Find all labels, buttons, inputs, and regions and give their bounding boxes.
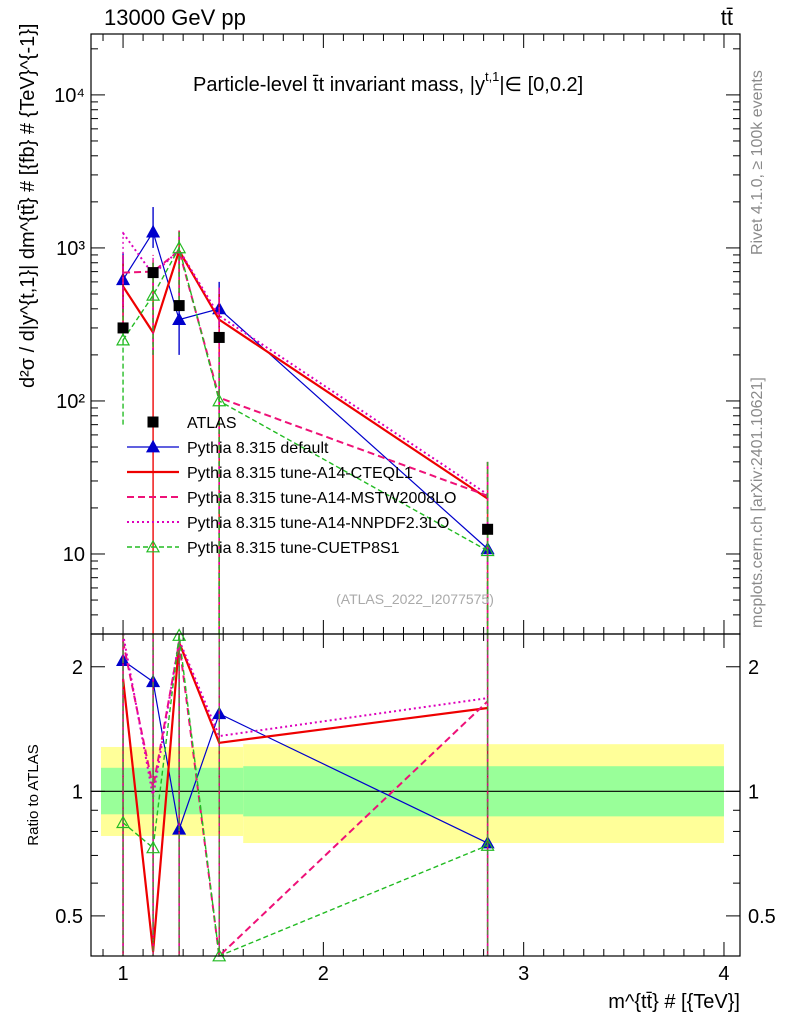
header-energy: 13000 GeV pp [104, 5, 246, 30]
series-4-ratio-point [480, 838, 495, 851]
main-ytick-label: 10³ [56, 238, 85, 260]
legend-label: Pythia 8.315 default [187, 440, 329, 457]
legend-label: Pythia 8.315 tune-A14-NNPDF2.3LO [187, 515, 449, 532]
series-4-point [116, 332, 131, 346]
main-ytick-label: 10⁴ [54, 85, 85, 107]
main-data-points [117, 267, 494, 535]
ratio-ytick-label-left: 1 [72, 781, 83, 803]
series-2-line [123, 248, 488, 497]
series-1-line [122, 247, 489, 500]
header-process: tt̄ [721, 5, 733, 30]
main-axes: 10 10² 10³ 10⁴ [54, 34, 740, 635]
ratio-ytick-label-right: 1 [748, 781, 759, 803]
series-0-point [146, 224, 161, 238]
ratio-ylabel: Ratio to ATLAS [25, 744, 42, 845]
series-4-point [212, 393, 227, 407]
legend-marker-atlas [147, 416, 159, 428]
atlas-point [173, 300, 185, 312]
ratio-series [116, 628, 495, 962]
main-ytick-label: 10 [63, 544, 85, 566]
series-4-point [480, 543, 495, 557]
xlabel: m^{tt̄} # [{TeV}] [608, 991, 740, 1013]
ratio-ytick-label-right: 2 [748, 657, 759, 679]
series-3-ratio-line [122, 633, 488, 797]
ratio-frame [90, 633, 741, 957]
ratio-ytick-label-right: 0.5 [748, 906, 776, 928]
ratio-ytick-label-left: 2 [72, 657, 83, 679]
legend-marker [145, 539, 161, 553]
series-4-ratio-point [146, 840, 161, 854]
rivet-label: Rivet 4.1.0, ≥ 100k events [749, 70, 766, 255]
legend-label: ATLAS [187, 415, 237, 432]
atlas-point [482, 523, 494, 535]
main-ylabel: d²σ / d|y^{t,1}| dm^{tt̄} # [{fb} # {TeV… [17, 24, 39, 388]
series-0-point [172, 312, 187, 326]
atlas-point [213, 331, 225, 343]
atlas-point [147, 267, 159, 279]
atlas-point [117, 322, 129, 334]
series-4-point [146, 288, 161, 301]
xtick-label: 2 [318, 963, 329, 985]
xtick-label: 1 [117, 963, 128, 985]
legend-label: Pythia 8.315 tune-CUETP8S1 [187, 540, 400, 557]
legend-label: Pythia 8.315 tune-A14-MSTW2008LO [187, 490, 456, 507]
mcplots-label: mcplots.cern.ch [arXiv:2401.10621] [749, 377, 766, 628]
chart-title: Particle-level t̄t invariant mass, |yt,1… [193, 69, 583, 96]
xtick-label: 3 [518, 963, 529, 985]
xtick-label: 4 [718, 963, 729, 985]
series-4-line [122, 246, 488, 552]
ratio-ytick-label-left: 0.5 [55, 906, 83, 928]
series-4-ratio-point [172, 628, 187, 641]
series-4-ratio-point [116, 815, 131, 829]
series-4-ratio-line [122, 635, 488, 957]
series-4-point [172, 240, 187, 254]
legend-marker [145, 439, 161, 453]
series-3-line [122, 232, 489, 496]
legend-label: Pythia 8.315 tune-A14-CTEQL1 [187, 465, 413, 482]
analysis-watermark: (ATLAS_2022_I2077575) [336, 591, 494, 607]
main-series [116, 207, 495, 634]
main-ytick-label: 10² [56, 391, 85, 413]
legend: ATLAS Pythia 8.315 default Pythia 8.315 tu… [127, 415, 456, 557]
